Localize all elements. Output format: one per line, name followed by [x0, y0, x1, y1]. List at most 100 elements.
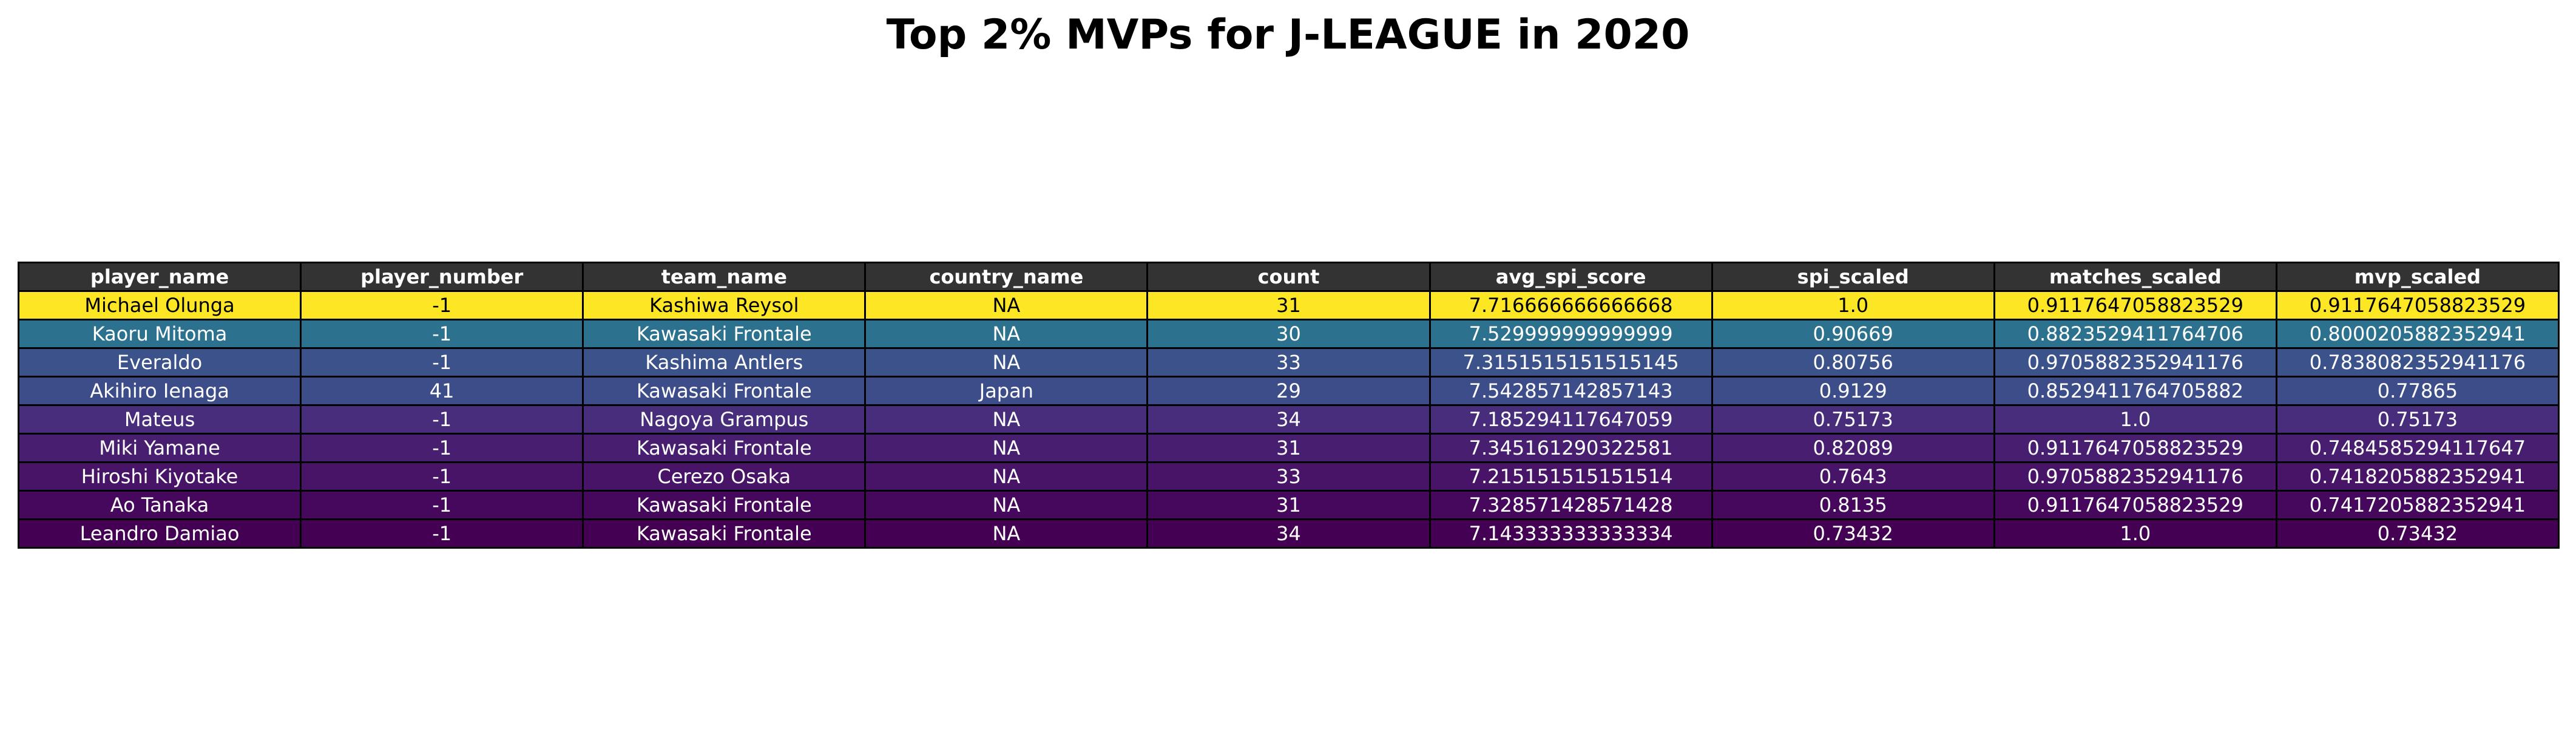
column-header-country-name: country_name [864, 262, 1149, 292]
table-cell-avg-spi-score: 7.345161290322581 [1428, 433, 1713, 463]
table-cell-mvp-scaled: 0.77865 [2275, 376, 2560, 406]
table-cell-mvp-scaled: 0.9117647058823529 [2275, 290, 2560, 320]
table-cell-player-name: Kaoru Mitoma [17, 319, 302, 349]
table-cell-avg-spi-score: 7.143333333333334 [1428, 518, 1713, 549]
column-header-player-name: player_name [17, 262, 302, 292]
table-cell-team-name: Kawasaki Frontale [582, 433, 867, 463]
table-cell-spi-scaled: 1.0 [1711, 290, 1995, 320]
table-cell-mvp-scaled: 0.7838082352941176 [2275, 347, 2560, 378]
table-cell-matches-scaled: 1.0 [1993, 518, 2277, 549]
table-row: Hiroshi Kiyotake -1 Cerezo Osaka NA 33 7.2151… [17, 461, 2560, 492]
table-cell-mvp-scaled: 0.73432 [2275, 518, 2560, 549]
table-cell-player-number: -1 [300, 518, 584, 549]
table-cell-country-name: NA [864, 404, 1149, 435]
column-header-avg-spi-score: avg_spi_score [1428, 262, 1713, 292]
table-cell-player-name: Akihiro Ienaga [17, 376, 302, 406]
table-cell-mvp-scaled: 0.75173 [2275, 404, 2560, 435]
table-row: Mateus -1 Nagoya Grampus NA 34 7.185294117647… [17, 404, 2560, 435]
table-cell-count: 31 [1146, 490, 1431, 520]
table-cell-avg-spi-score: 7.215151515151514 [1428, 461, 1713, 492]
column-header-player-number: player_number [300, 262, 584, 292]
table-cell-count: 31 [1146, 433, 1431, 463]
table-cell-player-name: Miki Yamane [17, 433, 302, 463]
table-cell-player-number: -1 [300, 319, 584, 349]
table-cell-team-name: Kawasaki Frontale [582, 490, 867, 520]
table-cell-player-number: -1 [300, 404, 584, 435]
table-row: Ao Tanaka -1 Kawasaki Frontale NA 31 7.328571… [17, 490, 2560, 520]
mvp-table: player_name player_number team_name country… [17, 262, 2560, 549]
table-cell-spi-scaled: 0.82089 [1711, 433, 1995, 463]
table-body: Michael Olunga -1 Kashiwa Reysol NA 31 7.7166… [17, 290, 2560, 549]
table-cell-avg-spi-score: 7.328571428571428 [1428, 490, 1713, 520]
table-cell-spi-scaled: 0.9129 [1711, 376, 1995, 406]
table-header-row: player_name player_number team_name country… [17, 262, 2560, 292]
table-cell-player-name: Ao Tanaka [17, 490, 302, 520]
table-cell-country-name: NA [864, 290, 1149, 320]
table-cell-spi-scaled: 0.90669 [1711, 319, 1995, 349]
table-row: Michael Olunga -1 Kashiwa Reysol NA 31 7.7166… [17, 290, 2560, 320]
table-cell-count: 29 [1146, 376, 1431, 406]
table-cell-count: 34 [1146, 404, 1431, 435]
table-cell-country-name: NA [864, 490, 1149, 520]
column-header-count: count [1146, 262, 1431, 292]
table-cell-spi-scaled: 0.73432 [1711, 518, 1995, 549]
table-cell-count: 33 [1146, 347, 1431, 378]
table-cell-player-number: -1 [300, 461, 584, 492]
table-cell-spi-scaled: 0.80756 [1711, 347, 1995, 378]
table-cell-team-name: Kashiwa Reysol [582, 290, 867, 320]
table-cell-player-number: -1 [300, 290, 584, 320]
table-cell-country-name: NA [864, 461, 1149, 492]
table-cell-player-number: -1 [300, 433, 584, 463]
table-cell-avg-spi-score: 7.716666666666668 [1428, 290, 1713, 320]
table-cell-matches-scaled: 0.9705882352941176 [1993, 347, 2277, 378]
table-cell-matches-scaled: 0.9117647058823529 [1993, 290, 2277, 320]
table-cell-team-name: Cerezo Osaka [582, 461, 867, 492]
table-cell-player-name: Everaldo [17, 347, 302, 378]
table-cell-avg-spi-score: 7.185294117647059 [1428, 404, 1713, 435]
table-row: Everaldo -1 Kashima Antlers NA 33 7.315151515… [17, 347, 2560, 378]
table-cell-matches-scaled: 0.8529411764705882 [1993, 376, 2277, 406]
table-row: Akihiro Ienaga 41 Kawasaki Frontale Japan 29… [17, 376, 2560, 406]
table-cell-avg-spi-score: 7.542857142857143 [1428, 376, 1713, 406]
table-cell-player-number: 41 [300, 376, 584, 406]
table-cell-player-name: Michael Olunga [17, 290, 302, 320]
table-cell-team-name: Kawasaki Frontale [582, 319, 867, 349]
table-cell-player-number: -1 [300, 490, 584, 520]
table-cell-country-name: NA [864, 433, 1149, 463]
table-cell-spi-scaled: 0.7643 [1711, 461, 1995, 492]
table-cell-count: 34 [1146, 518, 1431, 549]
table-cell-player-name: Hiroshi Kiyotake [17, 461, 302, 492]
table-cell-count: 30 [1146, 319, 1431, 349]
column-header-mvp-scaled: mvp_scaled [2275, 262, 2560, 292]
table-cell-avg-spi-score: 7.529999999999999 [1428, 319, 1713, 349]
table-cell-player-name: Mateus [17, 404, 302, 435]
table-cell-spi-scaled: 0.8135 [1711, 490, 1995, 520]
table-cell-mvp-scaled: 0.7484585294117647 [2275, 433, 2560, 463]
mvp-table-container: player_name player_number team_name country… [17, 262, 2560, 549]
column-header-spi-scaled: spi_scaled [1711, 262, 1995, 292]
table-cell-avg-spi-score: 7.3151515151515145 [1428, 347, 1713, 378]
table-cell-country-name: Japan [864, 376, 1149, 406]
table-cell-team-name: Kawasaki Frontale [582, 518, 867, 549]
table-cell-team-name: Kashima Antlers [582, 347, 867, 378]
table-cell-count: 31 [1146, 290, 1431, 320]
chart-title: Top 2% MVPs for J-LEAGUE in 2020 [886, 11, 1690, 59]
table-cell-mvp-scaled: 0.7417205882352941 [2275, 490, 2560, 520]
table-cell-country-name: NA [864, 518, 1149, 549]
table-row: Kaoru Mitoma -1 Kawasaki Frontale NA 30 7.529… [17, 319, 2560, 349]
table-cell-matches-scaled: 0.9705882352941176 [1993, 461, 2277, 492]
column-header-matches-scaled: matches_scaled [1993, 262, 2277, 292]
table-row: Miki Yamane -1 Kawasaki Frontale NA 31 7.3451… [17, 433, 2560, 463]
table-cell-country-name: NA [864, 347, 1149, 378]
table-cell-team-name: Nagoya Grampus [582, 404, 867, 435]
column-header-team-name: team_name [582, 262, 867, 292]
table-row: Leandro Damiao -1 Kawasaki Frontale NA 34 7.1… [17, 518, 2560, 549]
table-cell-country-name: NA [864, 319, 1149, 349]
table-cell-matches-scaled: 0.9117647058823529 [1993, 490, 2277, 520]
table-cell-matches-scaled: 0.8823529411764706 [1993, 319, 2277, 349]
table-cell-mvp-scaled: 0.8000205882352941 [2275, 319, 2560, 349]
table-cell-matches-scaled: 1.0 [1993, 404, 2277, 435]
table-cell-mvp-scaled: 0.7418205882352941 [2275, 461, 2560, 492]
table-cell-team-name: Kawasaki Frontale [582, 376, 867, 406]
table-cell-player-name: Leandro Damiao [17, 518, 302, 549]
